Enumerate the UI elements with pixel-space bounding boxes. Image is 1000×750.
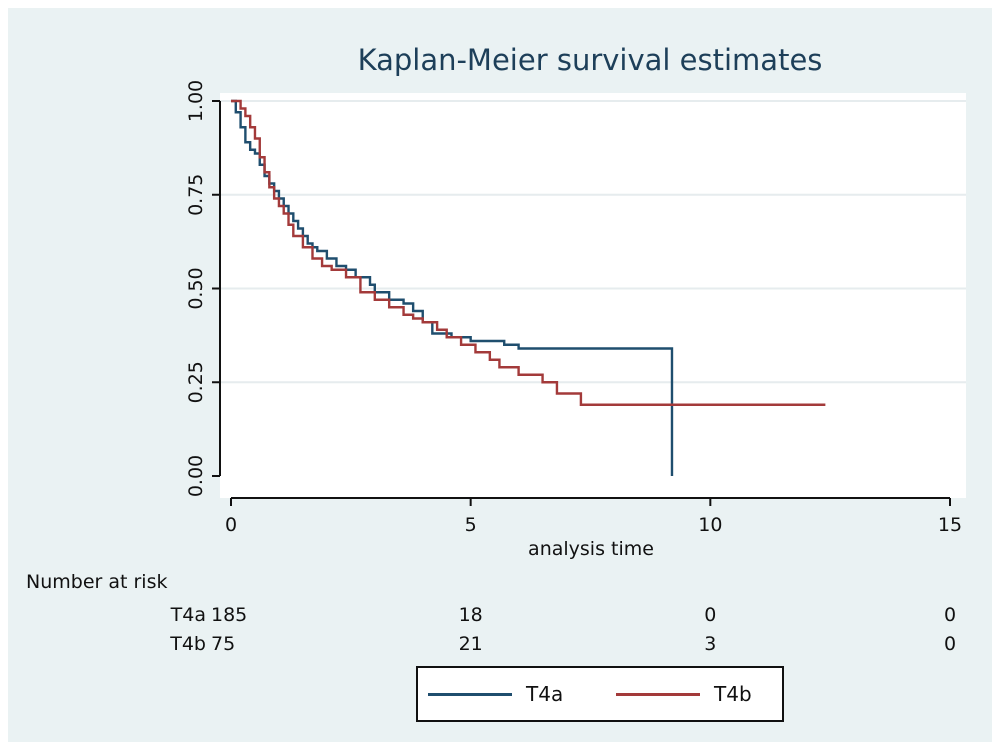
risk-row-label: T4b	[169, 633, 206, 655]
legend: T4a T4b	[416, 666, 784, 722]
series-line-t4b	[231, 99, 826, 406]
risk-value: 21	[459, 633, 483, 655]
y-tick-label-2: 0.50	[185, 267, 207, 309]
risk-value: 0	[944, 633, 956, 655]
x-axis-title: analysis time	[528, 538, 654, 560]
legend-swatch-t4b	[616, 692, 700, 696]
chart-title: Kaplan-Meier survival estimates	[358, 43, 823, 77]
risk-value: 0	[944, 604, 956, 626]
x-tick-label-0: 0	[225, 514, 237, 536]
y-tick-label-3: 0.75	[185, 174, 207, 216]
axes: 0.00 0.25 0.50 0.75 1.00 0 5 10 15	[185, 80, 962, 536]
legend-label-t4a: T4a	[526, 682, 564, 706]
legend-label-t4b: T4b	[714, 682, 752, 706]
risk-value: 75	[211, 633, 235, 655]
x-tick-label-1: 5	[465, 514, 477, 536]
series-layer	[231, 99, 826, 476]
risk-value: 185	[211, 604, 247, 626]
risk-row-t4b: T4b 75 21 3 0	[169, 633, 956, 655]
risk-table-header: Number at risk	[26, 571, 168, 593]
y-tick-label-1: 0.25	[185, 361, 207, 403]
risk-value: 18	[459, 604, 483, 626]
legend-item-t4a: T4a	[428, 668, 563, 720]
risk-row-label: T4a	[170, 604, 206, 626]
grid-lines	[220, 100, 966, 384]
chart-frame: Kaplan-Meier survival estimates 0.00 0.25…	[8, 8, 992, 742]
risk-row-t4a: T4a 185 18 0 0	[170, 604, 956, 626]
risk-table: T4a 185 18 0 0 T4b 75 21 3 0	[169, 604, 956, 655]
x-tick-label-3: 15	[938, 514, 962, 536]
km-chart: Kaplan-Meier survival estimates 0.00 0.25…	[26, 43, 966, 655]
y-tick-label-0: 0.00	[185, 455, 207, 497]
plot-area	[220, 93, 966, 498]
y-tick-label-4: 1.00	[185, 80, 207, 122]
risk-value: 3	[704, 633, 716, 655]
risk-value: 0	[704, 604, 716, 626]
legend-swatch-t4a	[428, 692, 512, 696]
legend-item-t4b: T4b	[616, 668, 752, 720]
x-tick-label-2: 10	[698, 514, 722, 536]
